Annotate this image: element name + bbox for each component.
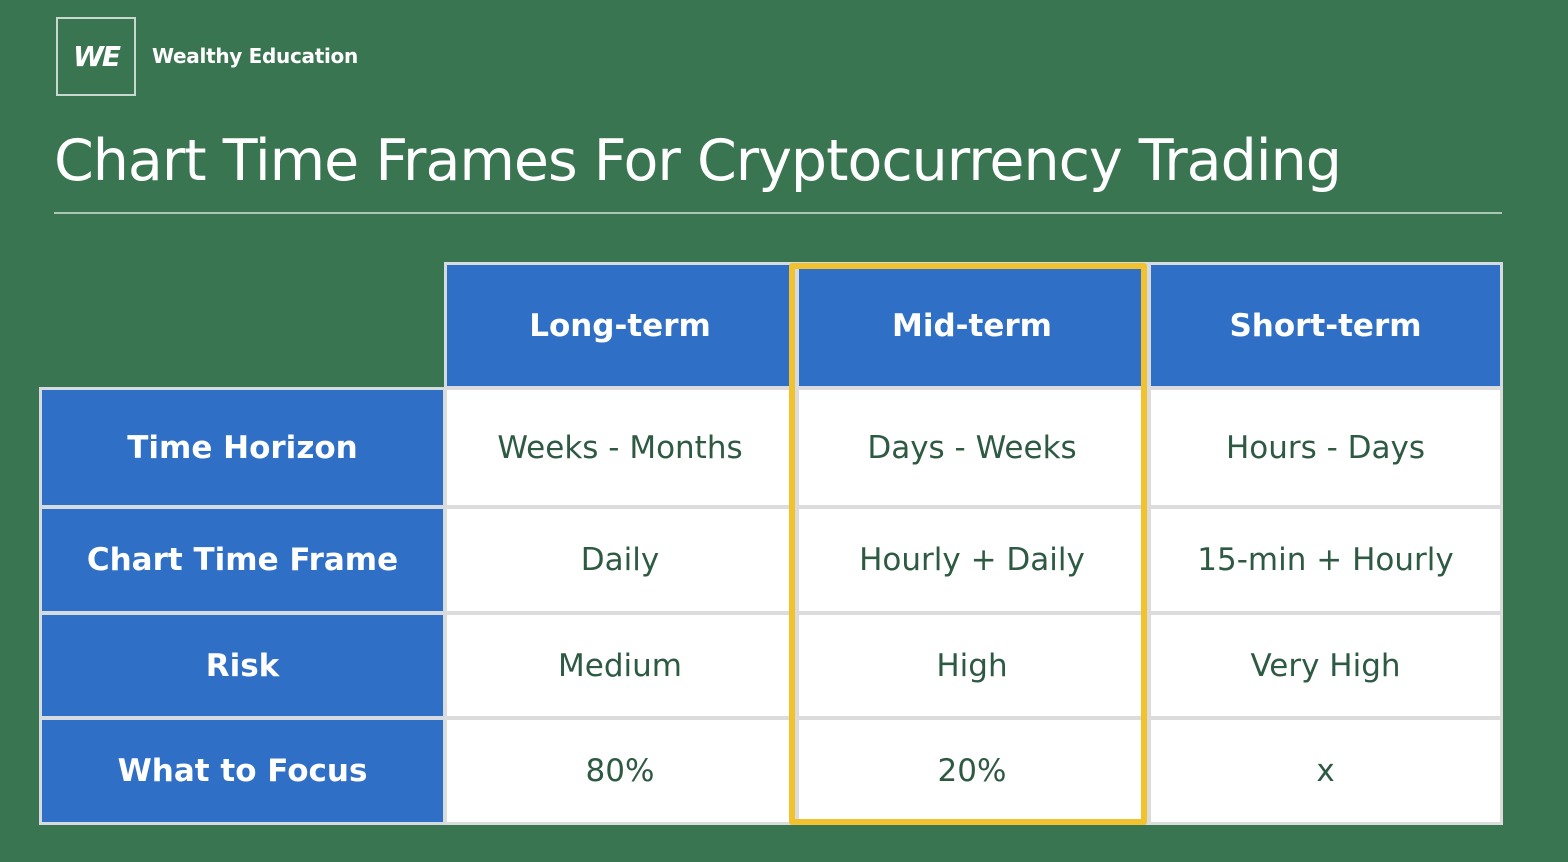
cell-chart-time-frame-mid-term: Hourly + Daily	[796, 506, 1148, 614]
row-header-what-to-focus: What to Focus	[39, 717, 446, 825]
brand-name: Wealthy Education	[152, 44, 358, 68]
column-header-mid-term: Mid-term	[796, 262, 1148, 389]
cell-time-horizon-mid-term: Days - Weeks	[796, 387, 1148, 508]
cell-chart-time-frame-short-term: 15-min + Hourly	[1148, 506, 1503, 614]
cell-risk-mid-term: High	[796, 612, 1148, 719]
column-header-short-term: Short-term	[1148, 262, 1503, 389]
cell-risk-long-term: Medium	[444, 612, 796, 719]
brand-logo: WE	[56, 17, 136, 96]
cell-time-horizon-short-term: Hours - Days	[1148, 387, 1503, 508]
column-header-long-term: Long-term	[444, 262, 796, 389]
title-divider	[54, 212, 1502, 214]
row-header-time-horizon: Time Horizon	[39, 387, 446, 508]
row-header-risk: Risk	[39, 612, 446, 719]
cell-time-horizon-long-term: Weeks - Months	[444, 387, 796, 508]
cell-what-to-focus-long-term: 80%	[444, 717, 796, 825]
logo-mark: WE	[72, 40, 121, 73]
cell-chart-time-frame-long-term: Daily	[444, 506, 796, 614]
row-header-chart-time-frame: Chart Time Frame	[39, 506, 446, 614]
timeframe-table: Long-term Mid-term Short-term Time Horiz…	[39, 262, 1503, 825]
cell-what-to-focus-short-term: x	[1148, 717, 1503, 825]
cell-risk-short-term: Very High	[1148, 612, 1503, 719]
cell-what-to-focus-mid-term: 20%	[796, 717, 1148, 825]
page-title: Chart Time Frames For Cryptocurrency Tra…	[54, 128, 1342, 194]
